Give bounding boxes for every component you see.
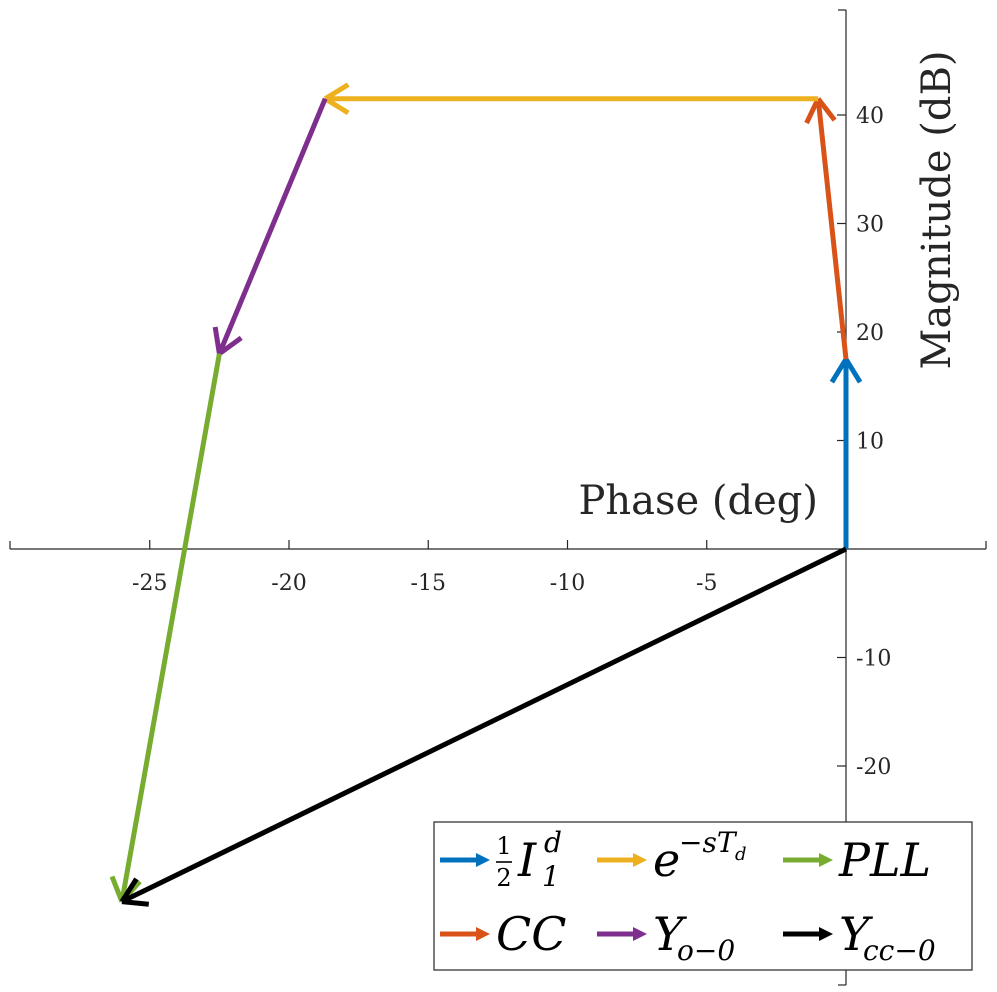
arrowhead-stroke — [109, 875, 125, 903]
x-axis-label: Phase (deg) — [578, 478, 818, 524]
legend-label: PLL — [838, 833, 931, 887]
phasor-arrow — [212, 97, 328, 356]
legend-swatch-head — [476, 927, 490, 941]
legend-label-subscript: cc−0 — [863, 934, 936, 967]
phasor-arrow — [109, 353, 222, 904]
legend-swatch-head — [476, 853, 490, 867]
legend-label: I — [517, 833, 537, 887]
arrowhead-stroke — [217, 335, 243, 356]
phasor-series — [109, 82, 863, 907]
arrowhead-stroke — [121, 899, 150, 907]
phasor-arrow — [323, 82, 819, 115]
phasor-line — [119, 353, 222, 903]
legend-swatch-head — [633, 853, 647, 867]
legend-label: e — [653, 833, 680, 887]
x-tick-label: -25 — [132, 571, 167, 596]
tick-labels: -25 -20 -15 -10 -5 -20 -10 10 20 30 40 — [132, 104, 891, 780]
legend-item: Ycc−0 — [783, 907, 936, 967]
phasor-line — [120, 546, 848, 904]
y-axis-label: Magnitude (dB) — [914, 50, 960, 369]
legend-label: Y — [653, 907, 688, 961]
y-tick-label: 20 — [856, 321, 884, 346]
legend-swatch-head — [819, 853, 833, 867]
legend-item: CC — [440, 907, 566, 961]
y-tick-label: 40 — [856, 104, 884, 129]
legend-label-superscript-subscript: d — [735, 844, 747, 865]
x-tick-label: -10 — [550, 571, 585, 596]
arrowhead-stroke — [829, 357, 849, 384]
legend-label: CC — [496, 907, 566, 961]
arrowhead-stroke — [816, 97, 837, 122]
legend-frac-numerator: 1 — [496, 832, 511, 860]
phasor-line — [217, 97, 328, 355]
arrowhead-stroke — [323, 82, 350, 101]
arrowhead-stroke — [323, 96, 350, 115]
phasor-arrow — [119, 546, 848, 907]
tick-marks — [149, 114, 846, 767]
legend-label-subscript: 1 — [542, 860, 560, 893]
x-tick-label: -15 — [411, 571, 446, 596]
y-tick-label: -20 — [856, 755, 891, 780]
arrowhead-stroke — [843, 357, 863, 384]
arrowhead-stroke — [804, 97, 821, 125]
legend-swatch-head — [633, 927, 647, 941]
legend-item: PLL — [783, 833, 931, 887]
legend-item: Yo−0 — [597, 907, 735, 967]
legend-label-superscript: d — [544, 826, 562, 859]
phasor-line — [815, 98, 849, 360]
legend-item: e−sT d — [597, 826, 747, 887]
y-tick-label: 10 — [856, 430, 884, 455]
legend-swatch-head — [819, 927, 833, 941]
phasor-arrow — [829, 357, 863, 549]
legend-label-subscript: o−0 — [677, 934, 735, 967]
legend-box — [433, 821, 973, 971]
arrowhead-stroke — [212, 326, 222, 355]
arrowhead-stroke — [119, 877, 139, 903]
x-tick-label: -20 — [271, 571, 306, 596]
legend-label: Y — [839, 907, 874, 961]
legend-label-superscript: −sT — [679, 826, 738, 859]
phasor-arrow — [804, 97, 849, 360]
legend-frac-denominator: 2 — [496, 864, 511, 892]
x-tick-label: -5 — [696, 571, 717, 596]
y-tick-label: -10 — [856, 647, 891, 672]
y-tick-label: 30 — [856, 213, 884, 238]
